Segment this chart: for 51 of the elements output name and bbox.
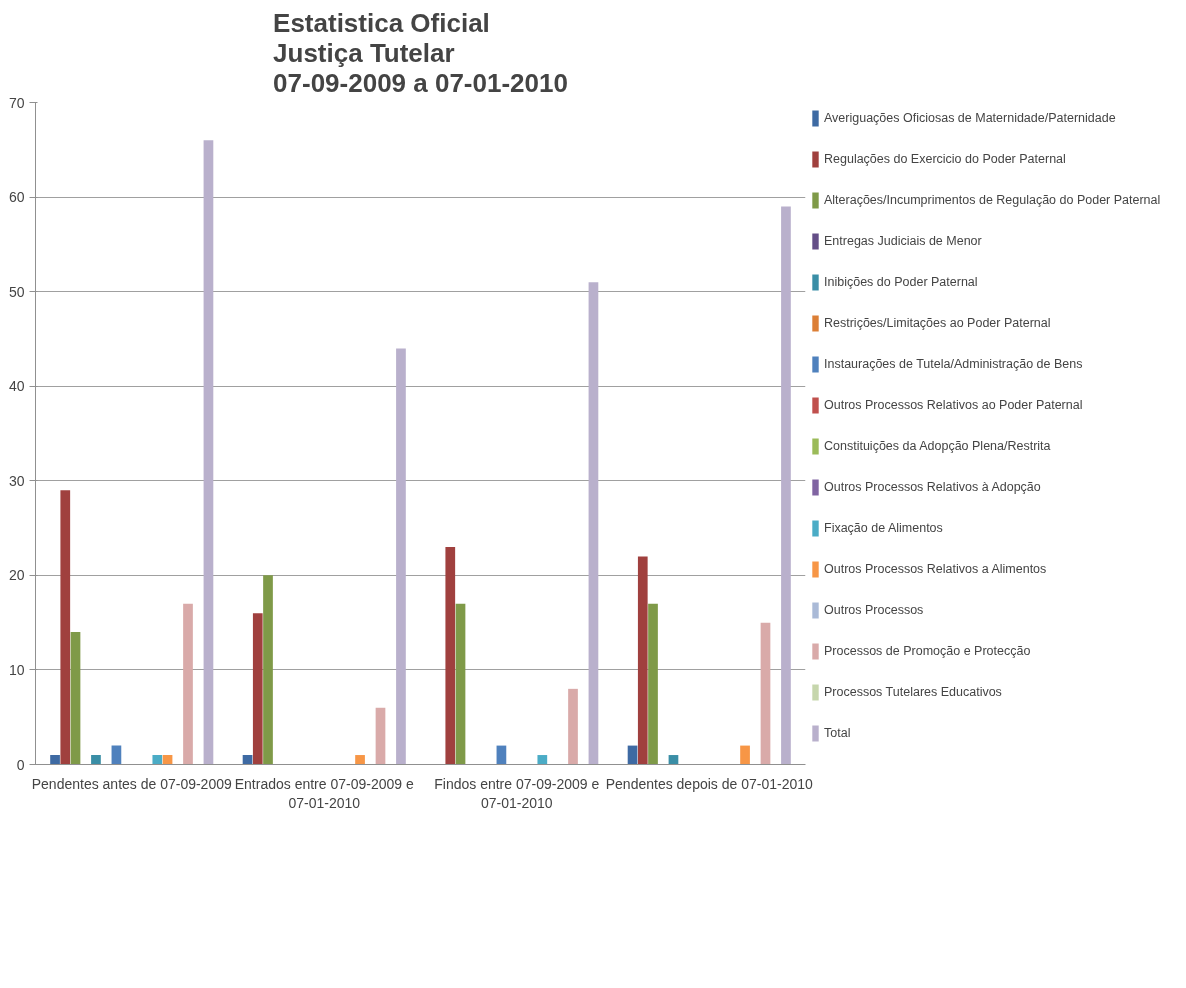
legend-label: Alterações/Incumprimentos de Regulação do Poder Paternal bbox=[824, 192, 1161, 209]
bar bbox=[203, 140, 214, 765]
bar bbox=[568, 688, 578, 765]
bar bbox=[760, 622, 771, 765]
legend-label: Constituições da Adopção Plena/Restrita bbox=[824, 438, 1051, 455]
legend-label: Outros Processos Relativos ao Poder Paternal bbox=[824, 397, 1083, 414]
y-tick-label: 60 bbox=[8, 189, 25, 206]
legend-label: Inibições do Poder Paternal bbox=[824, 274, 978, 291]
bar bbox=[537, 755, 548, 765]
x-tick-label: Findos entre 07-09-2009 e 07-01-2010 bbox=[434, 775, 600, 811]
y-tick-label: 10 bbox=[8, 661, 25, 678]
legend-label: Fixação de Alimentos bbox=[824, 520, 943, 537]
legend-label: Instaurações de Tutela/Administração de Bens bbox=[824, 356, 1083, 373]
chart-title: Estatistica Oficial Justiça Tutelar 07-09-2009 a 07-01-2010 bbox=[273, 7, 568, 98]
legend-label: Entregas Judiciais de Menor bbox=[824, 233, 982, 250]
bar bbox=[70, 632, 81, 765]
legend-label: Total bbox=[824, 725, 851, 742]
bar bbox=[60, 490, 71, 765]
y-tick-label: 70 bbox=[8, 94, 25, 111]
legend-label: Regulações do Exercicio do Poder Paternal bbox=[824, 151, 1066, 168]
bar bbox=[91, 755, 101, 765]
bar bbox=[781, 206, 791, 765]
bar bbox=[375, 707, 386, 765]
legend-label: Averiguações Oficiosas de Maternidade/Paternidade bbox=[824, 110, 1116, 127]
bar bbox=[396, 348, 406, 765]
bar bbox=[445, 546, 456, 765]
bar bbox=[588, 282, 599, 765]
y-tick-label: 20 bbox=[8, 567, 25, 584]
legend-label: Processos Tutelares Educativos bbox=[824, 684, 1002, 701]
y-tick-label: 30 bbox=[8, 472, 25, 489]
y-tick-label: 40 bbox=[8, 378, 25, 395]
bar bbox=[263, 575, 273, 765]
x-tick-label: Pendentes antes de 07-09-2009 bbox=[31, 775, 232, 792]
x-tick-label: Entrados entre 07-09-2009 e 07-01-2010 bbox=[234, 775, 414, 811]
bar bbox=[637, 556, 648, 765]
legend-label: Outros Processos Relativos à Adopção bbox=[824, 479, 1041, 496]
bar bbox=[183, 603, 193, 765]
x-tick-label: Pendentes depois de 07-01-2010 bbox=[605, 775, 813, 792]
bar bbox=[152, 755, 163, 765]
y-tick-label: 0 bbox=[16, 756, 25, 773]
legend-label: Restrições/Limitações ao Poder Paternal bbox=[824, 315, 1051, 332]
bar bbox=[648, 603, 658, 765]
legend-label: Processos de Promoção e Protecção bbox=[824, 643, 1031, 660]
bar bbox=[50, 755, 60, 765]
bar bbox=[455, 603, 466, 765]
legend-label: Outros Processos Relativos a Alimentos bbox=[824, 561, 1047, 578]
bar bbox=[355, 755, 365, 765]
legend-label: Outros Processos bbox=[824, 602, 924, 619]
y-tick-label: 50 bbox=[8, 283, 25, 300]
bar bbox=[740, 745, 750, 765]
bar bbox=[252, 613, 263, 765]
